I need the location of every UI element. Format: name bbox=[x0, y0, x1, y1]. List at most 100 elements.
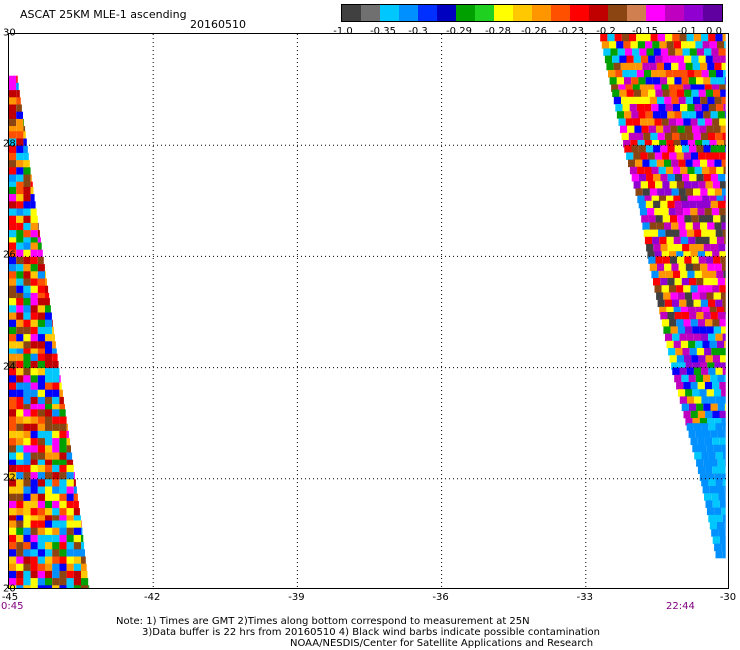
swath-cell bbox=[30, 563, 38, 572]
swath-cell bbox=[16, 445, 24, 453]
swath-cell bbox=[688, 306, 696, 315]
swath-cell bbox=[717, 41, 725, 49]
map-plot-area bbox=[8, 33, 729, 589]
longitude-label: -42 bbox=[144, 592, 161, 603]
swath-cell bbox=[694, 452, 702, 460]
swath-cell bbox=[59, 515, 67, 523]
swath-cell bbox=[45, 459, 53, 468]
swath-cell bbox=[37, 527, 45, 536]
swath-cell bbox=[644, 70, 652, 78]
time-left: 0:45 bbox=[1, 601, 24, 612]
swath-cell bbox=[693, 34, 701, 42]
swath-cell bbox=[9, 542, 17, 550]
swath-cell bbox=[635, 62, 643, 71]
swath-cell bbox=[37, 382, 45, 390]
swath-cell bbox=[706, 125, 714, 134]
swath-cell bbox=[693, 423, 702, 431]
swath-cell bbox=[723, 396, 726, 404]
swath-cell bbox=[66, 493, 74, 502]
swath-cell bbox=[709, 306, 717, 315]
swath-cell bbox=[716, 195, 724, 204]
swath-cell bbox=[710, 278, 718, 286]
swath-cell bbox=[684, 125, 692, 134]
swath-cell bbox=[714, 62, 722, 71]
swath-cell bbox=[725, 200, 726, 209]
swath-cell bbox=[647, 251, 655, 259]
swath-cell bbox=[674, 244, 683, 252]
swath-cell bbox=[638, 200, 646, 209]
swath-cell bbox=[702, 41, 710, 49]
swath-cell bbox=[698, 215, 706, 223]
swath-cell bbox=[16, 82, 19, 91]
swath-cell bbox=[655, 256, 663, 264]
swath-cell bbox=[59, 382, 62, 390]
swath-cell bbox=[16, 249, 24, 258]
swath-cell bbox=[45, 438, 53, 446]
swath-cell bbox=[52, 445, 60, 453]
swath-cell bbox=[684, 256, 692, 264]
swath-cell bbox=[685, 418, 693, 426]
swath-cell bbox=[23, 201, 31, 209]
swath-cell bbox=[81, 549, 85, 557]
swath-cell bbox=[9, 578, 17, 586]
swath-cell bbox=[636, 132, 644, 141]
swath-cell bbox=[669, 251, 677, 259]
swath-cell bbox=[16, 326, 24, 335]
swath-cell bbox=[674, 145, 682, 153]
swath-cell bbox=[37, 520, 45, 528]
swath-cell bbox=[629, 70, 637, 78]
swath-cell bbox=[655, 89, 663, 98]
swath-cell bbox=[617, 48, 625, 56]
swath-cell bbox=[652, 111, 661, 119]
swath-cell bbox=[692, 159, 700, 168]
swath-cell bbox=[16, 360, 24, 369]
swath-cell bbox=[697, 466, 706, 474]
swath-cell bbox=[721, 96, 726, 105]
swath-cell bbox=[59, 493, 67, 502]
swath-cell bbox=[23, 368, 31, 376]
swath-cell bbox=[693, 132, 701, 141]
swath-cell bbox=[73, 493, 78, 502]
swath-cell bbox=[689, 312, 697, 320]
swath-cell bbox=[664, 96, 672, 105]
swath-cell bbox=[721, 418, 726, 426]
swath-cell bbox=[708, 34, 716, 42]
swath-cell bbox=[16, 186, 24, 195]
swath-cell bbox=[37, 368, 45, 376]
swath-cell bbox=[680, 270, 688, 279]
swath-cell bbox=[654, 251, 662, 259]
swath-cell bbox=[9, 298, 17, 306]
swath-cell bbox=[52, 382, 60, 390]
swath-cell bbox=[719, 319, 726, 327]
swath-cell bbox=[704, 118, 713, 126]
swath-cell bbox=[656, 222, 664, 230]
swath-cell bbox=[715, 34, 723, 42]
swath-cell bbox=[9, 570, 17, 579]
swath-cell bbox=[724, 486, 726, 494]
swath-cell bbox=[16, 556, 24, 564]
swath-cell bbox=[73, 578, 81, 586]
colorbar-tick-label: 0.0 bbox=[706, 26, 722, 37]
swath-cell bbox=[714, 159, 722, 168]
swath-cell bbox=[59, 472, 67, 480]
swath-cell bbox=[9, 256, 17, 265]
swath-cell bbox=[678, 188, 686, 196]
swath-cell bbox=[66, 438, 70, 446]
swath-cell bbox=[37, 534, 45, 543]
swath-cell bbox=[713, 326, 721, 334]
swath-cell bbox=[631, 145, 639, 153]
longitude-label: -33 bbox=[576, 592, 593, 603]
swath-cell bbox=[23, 396, 31, 405]
swath-cell bbox=[720, 55, 726, 64]
swath-cell bbox=[616, 77, 624, 85]
swath-cell bbox=[721, 188, 726, 196]
colorbar-segment bbox=[380, 5, 399, 21]
swath-cell bbox=[676, 355, 684, 363]
swath-cell bbox=[629, 104, 637, 112]
swath-cell bbox=[696, 48, 705, 56]
swath-cell bbox=[9, 312, 17, 320]
swath-cell bbox=[16, 464, 24, 473]
swath-cell bbox=[714, 543, 722, 552]
swath-cell bbox=[708, 104, 717, 112]
swath-cell bbox=[45, 534, 53, 543]
